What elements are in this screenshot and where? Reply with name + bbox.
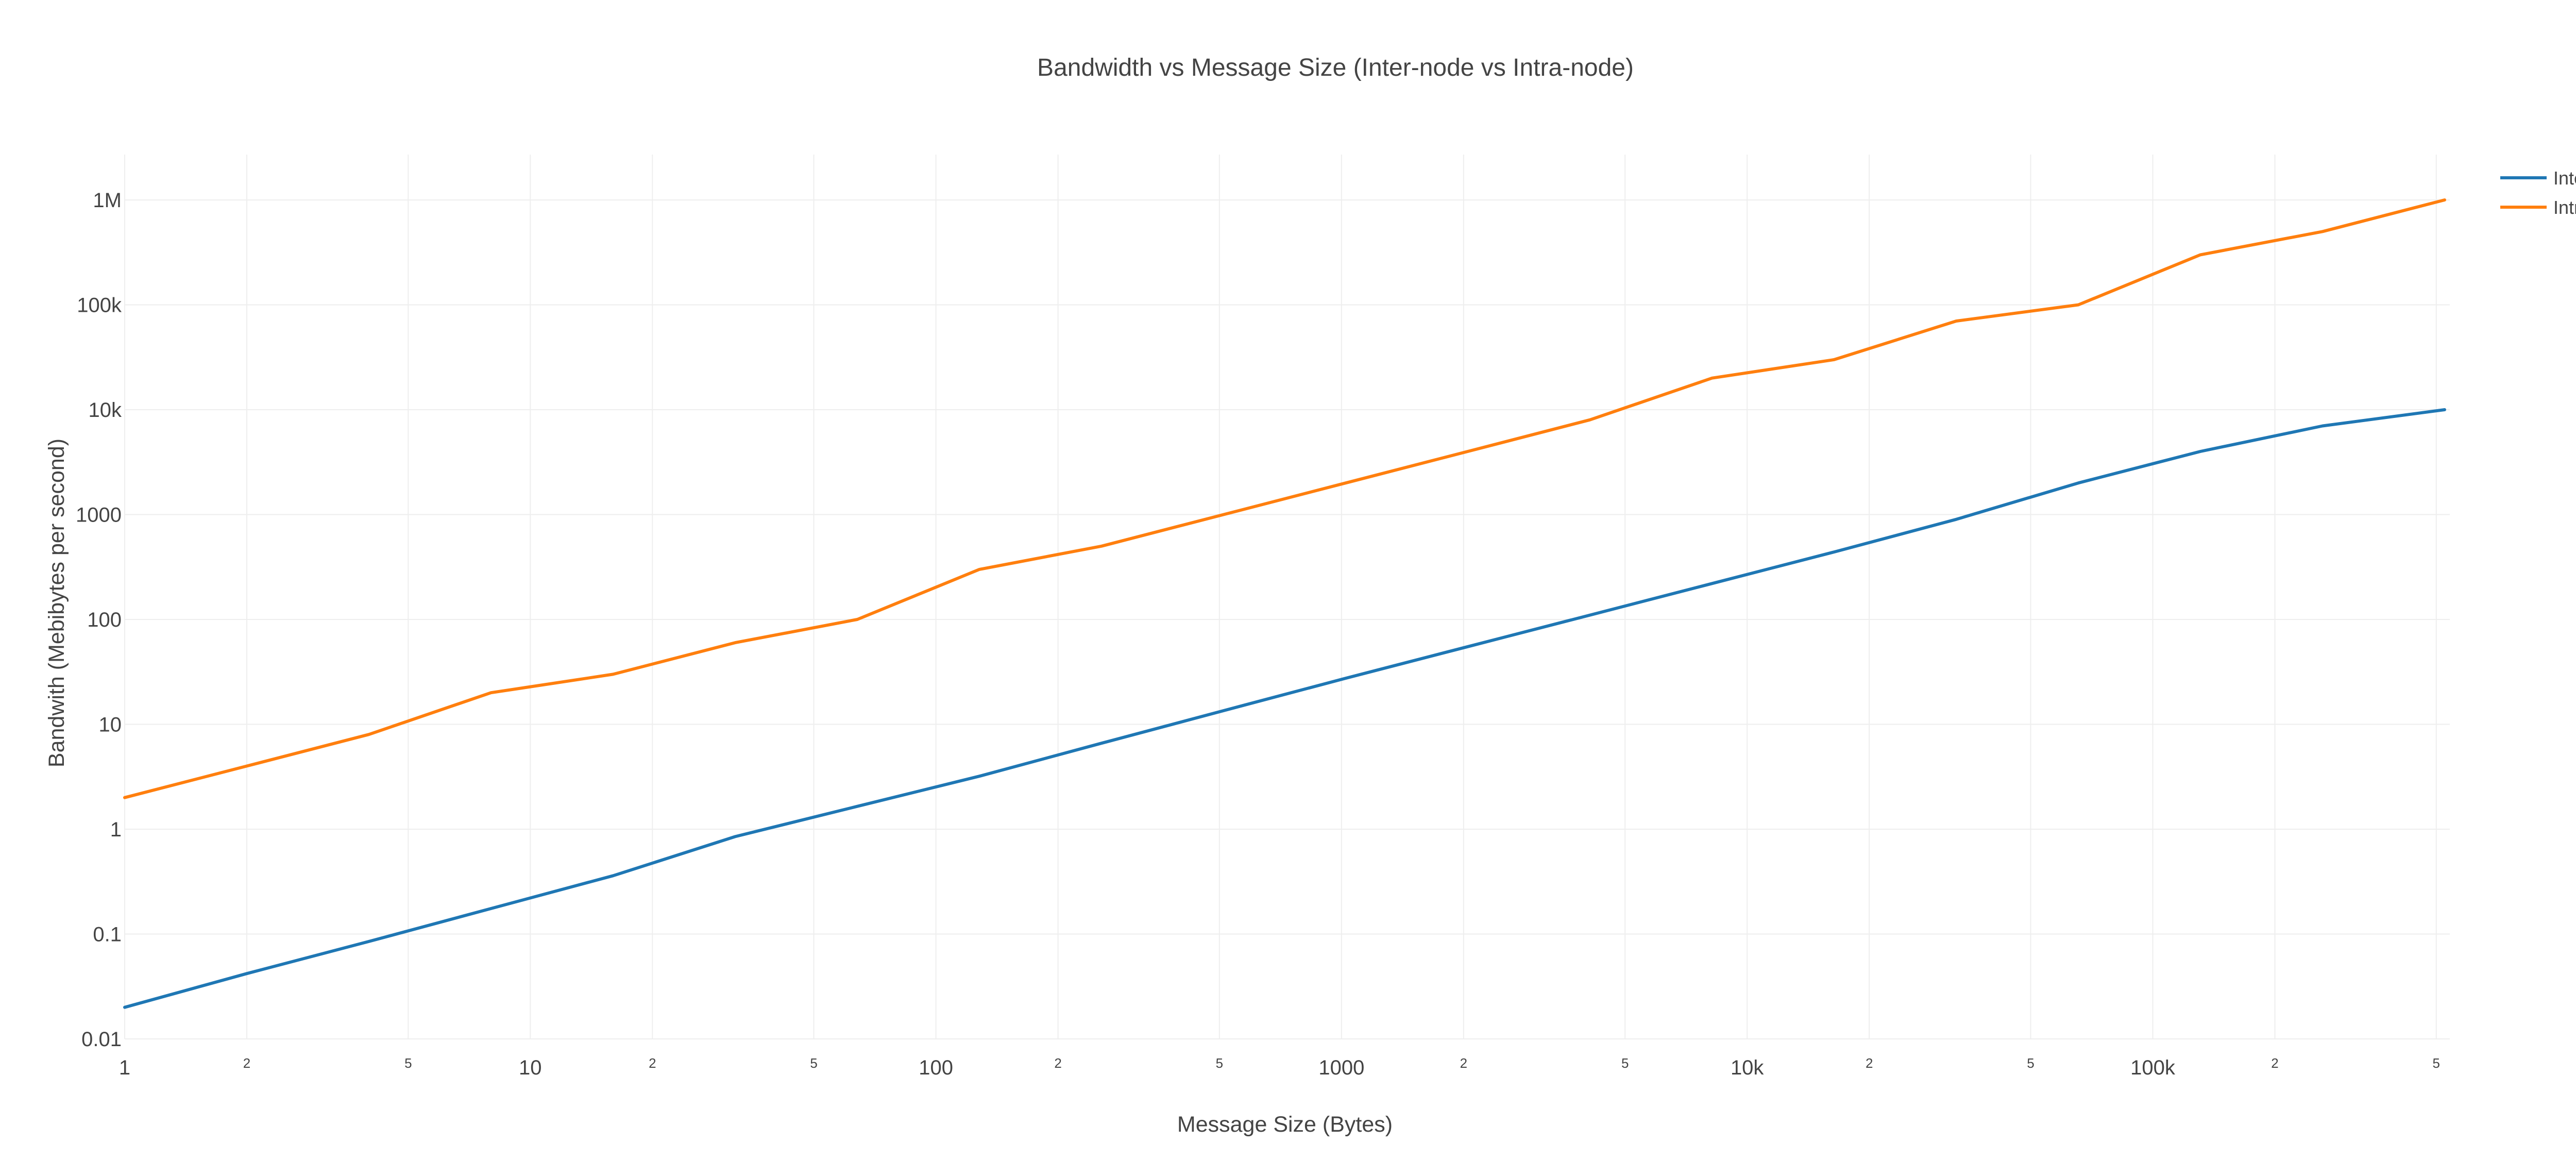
series-line-intra-node xyxy=(123,198,2446,799)
y-gridlines xyxy=(125,199,2450,1039)
x-tick-label: 5 xyxy=(404,1055,412,1071)
series-lines xyxy=(123,198,2446,1009)
x-tick-label: 2 xyxy=(649,1055,656,1071)
x-tick-label: 5 xyxy=(2433,1055,2440,1071)
legend-label-intra-node: Intra-node xyxy=(2553,197,2576,218)
x-tick-label: 2 xyxy=(1054,1055,1061,1071)
y-tick-labels: 0.01 0.1 1 10 100 1000 10k 100k 1M xyxy=(76,189,122,1051)
series-line-inter-node xyxy=(123,408,2446,1009)
x-tick-label: 5 xyxy=(1216,1055,1223,1071)
legend-label-inter-node: Inter-node xyxy=(2553,167,2576,189)
x-tick-label: 5 xyxy=(2027,1055,2034,1071)
y-axis-title: Bandwith (Mebibytes per second) xyxy=(44,439,69,767)
x-tick-label: 1000 xyxy=(1318,1056,1364,1079)
x-tick-label: 100 xyxy=(919,1056,953,1079)
x-tick-label: 10 xyxy=(519,1056,542,1079)
legend: Inter-node Intra-node xyxy=(2500,167,2576,218)
x-tick-label: 2 xyxy=(2271,1055,2278,1071)
x-tick-label: 5 xyxy=(810,1055,817,1071)
x-tick-label: 2 xyxy=(1460,1055,1467,1071)
x-tick-label: 5 xyxy=(1621,1055,1629,1071)
y-tick-label: 1000 xyxy=(76,504,122,527)
chart-title: Bandwidth vs Message Size (Inter-node vs… xyxy=(1037,54,1634,81)
y-tick-label: 100 xyxy=(87,609,122,631)
x-tick-labels: 1 2 5 10 2 5 100 2 5 1000 2 5 10k 2 5 100k 2 5 xyxy=(119,1055,2440,1079)
x-gridlines xyxy=(124,155,2437,1039)
x-tick-label: 10k xyxy=(1731,1056,1764,1079)
y-tick-label: 0.01 xyxy=(81,1028,122,1051)
y-tick-label: 1 xyxy=(110,818,122,841)
y-tick-label: 100k xyxy=(77,294,122,317)
y-tick-label: 0.1 xyxy=(93,923,122,946)
y-tick-label: 10 xyxy=(99,714,122,736)
x-tick-label: 100k xyxy=(2130,1056,2176,1079)
x-axis-title: Message Size (Bytes) xyxy=(1177,1112,1393,1137)
x-tick-label: 2 xyxy=(1866,1055,1873,1071)
x-tick-label: 1 xyxy=(119,1056,130,1079)
y-tick-label: 1M xyxy=(93,189,122,212)
y-tick-label: 10k xyxy=(89,399,122,422)
x-tick-label: 2 xyxy=(243,1055,250,1071)
